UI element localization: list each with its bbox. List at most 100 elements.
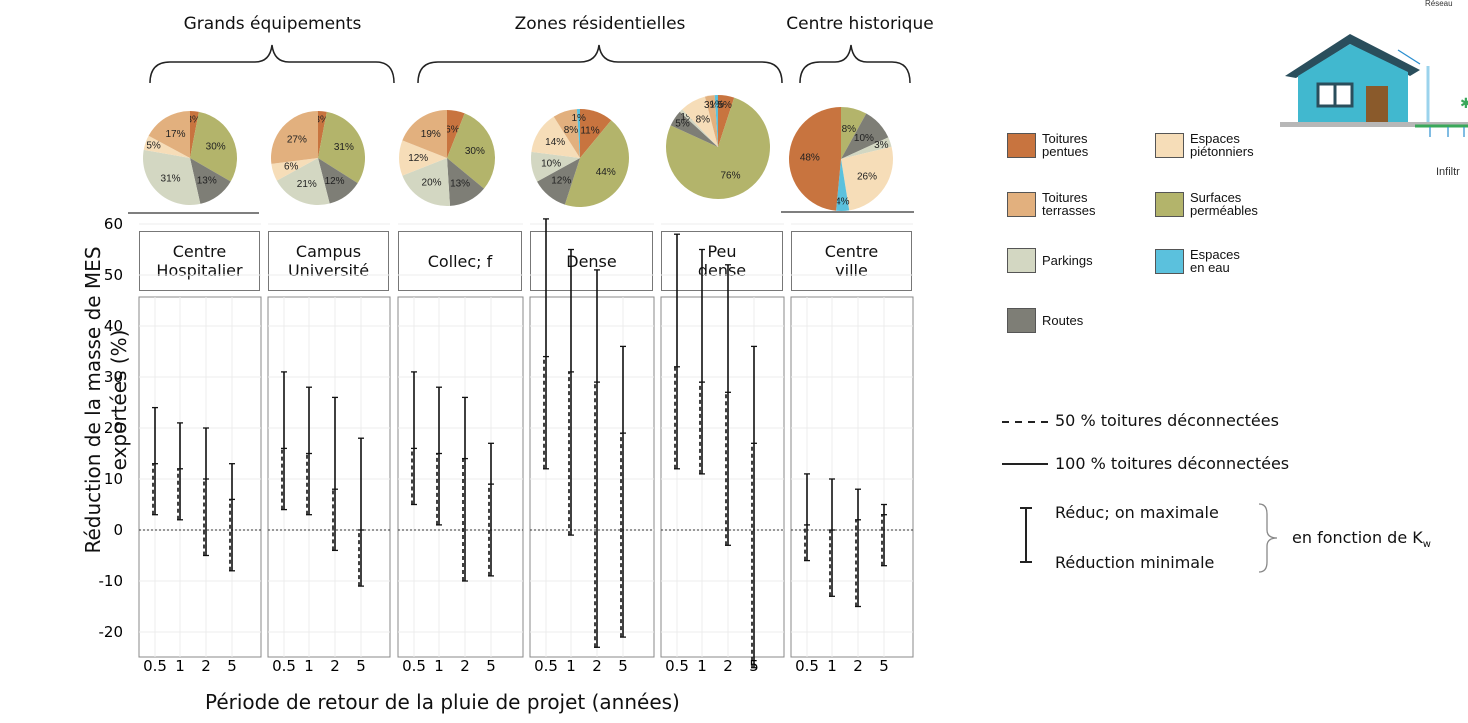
group-label-zones-residentielles: Zones résidentielles xyxy=(514,14,686,34)
pie-slice-label: 19% xyxy=(421,129,441,140)
facet-panel-4 xyxy=(529,218,655,658)
bracket-path xyxy=(1258,503,1278,573)
pie-slice-label: 14% xyxy=(545,137,565,148)
legend-swatch xyxy=(1155,248,1184,274)
pie-slice-label: 31% xyxy=(161,173,181,184)
y-tick-label: 60 xyxy=(104,215,123,233)
pie-slice xyxy=(143,135,190,158)
y-axis-title-line1: Réduction de la masse de MES xyxy=(81,246,105,554)
pie-slice xyxy=(143,149,201,205)
bracket-centre-historique xyxy=(799,44,911,84)
pie-slice-label: 10% xyxy=(541,159,561,170)
legend-swatch xyxy=(1007,248,1036,273)
pie-slice xyxy=(447,110,465,158)
y-axis-title-line2: exportées (%) xyxy=(107,329,131,471)
pie-slice xyxy=(704,95,718,147)
panel-frame xyxy=(790,296,914,658)
pie-slice xyxy=(682,96,718,147)
pie-slice-label: 31% xyxy=(334,142,354,153)
x-tick-label: 1 xyxy=(827,657,837,675)
pie-slice xyxy=(447,113,495,189)
pie-slice xyxy=(190,111,237,182)
x-tick-label: 5 xyxy=(749,657,759,675)
x-axis: 0.5 1 2 5 0.5 1 2 5 0.5 1 2 5 0.5 1 2 5 0.5 1 2 5 0.5 1 2 5 xyxy=(143,657,889,675)
x-tick-label: 5 xyxy=(618,657,628,675)
x-tick-label: 2 xyxy=(201,657,211,675)
y-tick-label: 50 xyxy=(104,266,123,284)
legend-item-surfaces-permeables: Surfaces perméables xyxy=(1155,191,1258,217)
pie-slice xyxy=(318,158,358,204)
pie-slice xyxy=(318,111,365,184)
x-tick-label: 1 xyxy=(304,657,314,675)
bracket-zones-residentielles xyxy=(417,44,783,84)
facet-strip-peu-dense: Peu dense xyxy=(661,231,783,291)
panel-frame xyxy=(529,296,655,658)
legend-label: Espaces piétonniers xyxy=(1190,131,1254,159)
x-tick-label: 2 xyxy=(330,657,340,675)
pie-slice-label: 13% xyxy=(450,179,470,190)
legend-swatch xyxy=(1007,132,1036,158)
group-brackets xyxy=(149,44,911,84)
x-axis-title: Période de retour de la pluie de projet … xyxy=(205,690,680,714)
facet-strip-label: Collec; f xyxy=(427,251,493,271)
bracket-grands-equipements xyxy=(149,44,395,84)
pie-slice-label: 3% xyxy=(314,115,329,126)
pie-slice xyxy=(841,107,867,159)
panel-frame xyxy=(267,296,391,658)
facet-panel-2 xyxy=(267,223,391,658)
y-tick-label: -20 xyxy=(99,623,124,641)
x-tick-label: 0.5 xyxy=(665,657,689,675)
pie-slice-label: 1% xyxy=(680,112,695,123)
x-tick-label: 1 xyxy=(434,657,444,675)
x-tick-label: 0.5 xyxy=(143,657,167,675)
x-tick-label: 0.5 xyxy=(402,657,426,675)
pie-slice-label: 27% xyxy=(287,134,307,145)
legend-solid-label: 100 % toitures déconnectées xyxy=(1055,454,1290,473)
pie-slice xyxy=(553,109,580,158)
y-tick-label: 20 xyxy=(104,419,123,437)
pie-slice xyxy=(576,109,580,158)
pie-slice xyxy=(580,109,612,158)
pie-slice xyxy=(271,158,318,181)
pie-6: 8%10%3% 26% 4% 48% xyxy=(789,107,893,211)
x-tick-label: 0.5 xyxy=(795,657,819,675)
pie-slice-label: 44% xyxy=(596,167,616,178)
panel-frame xyxy=(138,296,262,658)
pie-slice xyxy=(714,95,718,147)
legend-min-label: Réduction minimale xyxy=(1055,553,1215,572)
legend-max-label: Réduc; on maximale xyxy=(1055,503,1219,522)
pie-slice-label: 1% xyxy=(709,99,724,110)
y-tick-label: 40 xyxy=(104,317,123,335)
pie-slice-label: 4% xyxy=(835,197,850,208)
x-tick-label: 5 xyxy=(227,657,237,675)
pie-slice xyxy=(718,95,735,147)
facet-panel-6 xyxy=(790,223,914,658)
y-tick-label: 10 xyxy=(104,470,123,488)
pie-slice xyxy=(789,107,841,211)
legend-kw-label: en fonction de Kw xyxy=(1292,528,1431,550)
pie-slice xyxy=(190,158,231,204)
pie-slice xyxy=(447,158,484,206)
kw-subscript: w xyxy=(1422,539,1431,551)
x-tick-label: 2 xyxy=(460,657,470,675)
facet-strip-label: Dense xyxy=(566,251,617,271)
pie-slice-label: 12% xyxy=(325,176,345,187)
pie-slice-label: 10% xyxy=(854,133,874,144)
legend-dashed-label: 50 % toitures déconnectées xyxy=(1055,411,1279,430)
pie-slice-label: 8% xyxy=(842,124,857,135)
pie-slice xyxy=(402,158,451,206)
pie-slice xyxy=(270,111,318,164)
pie-slice-label: 21% xyxy=(297,179,317,190)
pie-slice-label: 3% xyxy=(186,115,201,126)
pie-slice xyxy=(399,140,447,176)
pie-slice-label: 30% xyxy=(206,141,226,152)
legend-swatch xyxy=(1155,191,1184,217)
panel-frame xyxy=(397,296,524,658)
x-tick-label: 2 xyxy=(853,657,863,675)
pie-slice-label: 12% xyxy=(551,176,571,187)
y-axis-title: Réduction de la masse de MES exportées (… xyxy=(80,240,132,560)
facet-panels xyxy=(138,218,914,669)
pie-slice xyxy=(836,159,850,211)
